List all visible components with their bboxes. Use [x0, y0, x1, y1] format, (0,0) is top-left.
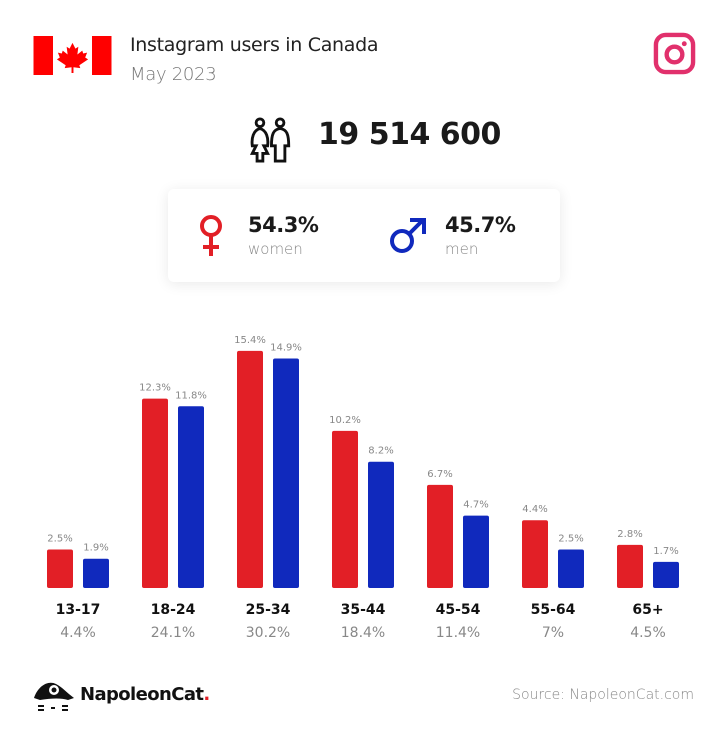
category-label: 45-54	[436, 602, 481, 618]
bar-women-25-34	[237, 350, 263, 588]
men-percentage: 45.7%	[445, 213, 516, 237]
male-icon	[390, 218, 426, 253]
age-gender-bar-chart: 2.5% 1.9% 13-17 4.4% 12.3% 11.8% 18-24 24.1% 15.…	[47, 335, 679, 641]
value-label-women: 2.5%	[47, 534, 72, 545]
bar-women-45-54	[427, 484, 453, 588]
female-icon	[200, 215, 222, 256]
page-subtitle: May 2023	[130, 64, 217, 85]
category-label: 55-64	[531, 602, 576, 618]
bar-men-65+	[653, 561, 679, 588]
bar-men-18-24	[178, 406, 204, 588]
value-label-men: 11.8%	[175, 390, 207, 401]
total-users: 19 514 600	[318, 117, 501, 152]
category-share: 24.1%	[151, 625, 195, 641]
value-label-men: 1.7%	[653, 546, 678, 557]
women-percentage: 54.3%	[248, 213, 319, 237]
category-share: 30.2%	[246, 625, 290, 641]
value-label-men: 14.9%	[270, 343, 302, 354]
bar-men-13-17	[83, 558, 109, 588]
bar-women-35-44	[332, 430, 358, 588]
value-label-women: 12.3%	[139, 383, 171, 394]
men-label: men	[445, 240, 479, 258]
brand-name: NapoleonCat.	[80, 684, 210, 705]
category-share: 7%	[542, 625, 564, 641]
value-label-men: 2.5%	[558, 534, 583, 545]
category-share: 18.4%	[341, 625, 385, 641]
category-share: 11.4%	[436, 625, 480, 641]
value-label-men: 4.7%	[463, 500, 488, 511]
people-icon	[249, 117, 291, 163]
category-label: 35-44	[341, 602, 386, 618]
value-label-men: 1.9%	[83, 543, 108, 554]
napoleoncat-logo-icon	[34, 682, 74, 711]
bar-women-65+	[617, 544, 643, 588]
bar-women-55-64	[522, 520, 548, 588]
value-label-women: 10.2%	[329, 415, 361, 426]
women-label: women	[248, 240, 303, 258]
category-label: 25-34	[246, 602, 291, 618]
bar-men-45-54	[463, 515, 489, 588]
canada-flag-icon	[33, 36, 112, 75]
category-share: 4.4%	[60, 625, 96, 641]
brand-dot: .	[203, 684, 210, 705]
value-label-women: 6.7%	[427, 469, 452, 480]
bar-men-35-44	[368, 461, 394, 588]
instagram-icon	[653, 32, 696, 75]
value-label-women: 15.4%	[234, 335, 266, 346]
value-label-women: 4.4%	[522, 504, 547, 515]
gender-card: 54.3% women 45.7% men	[168, 189, 560, 282]
bar-women-13-17	[47, 549, 73, 588]
bar-men-55-64	[558, 549, 584, 588]
value-label-men: 8.2%	[368, 446, 393, 457]
category-share: 4.5%	[630, 625, 666, 641]
value-label-women: 2.8%	[617, 529, 642, 540]
category-label: 13-17	[56, 602, 101, 618]
category-label: 18-24	[151, 602, 196, 618]
category-label: 65+	[632, 602, 663, 618]
source-text: Source: NapoleonCat.com	[512, 687, 694, 703]
page-title: Instagram users in Canada	[130, 34, 379, 56]
brand-text: NapoleonCat	[80, 684, 204, 705]
bar-women-18-24	[142, 398, 168, 588]
bar-men-25-34	[273, 358, 299, 588]
